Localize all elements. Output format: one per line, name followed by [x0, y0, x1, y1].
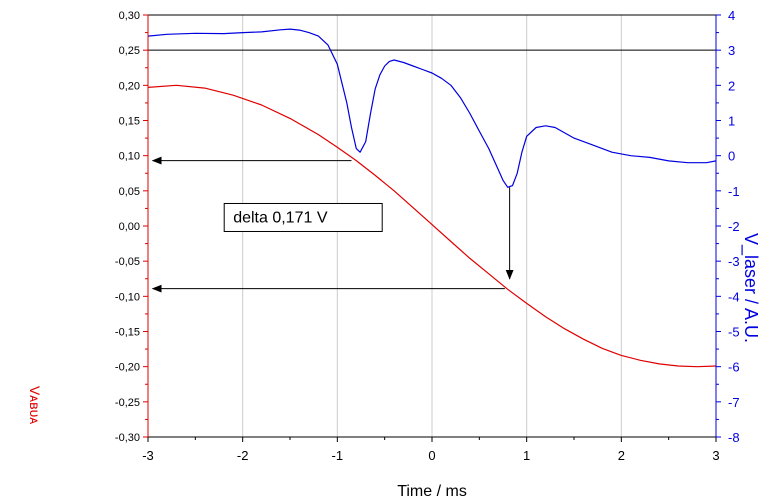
right-y-tick-label: 3: [728, 43, 735, 58]
left-y-tick-label: 0,05: [119, 186, 140, 198]
left-y-tick-label: -0,20: [115, 362, 140, 374]
annotation-group: delta 0,171 V: [223, 202, 383, 232]
right-y-tick-label: -3: [728, 254, 740, 269]
right-y-tick-label: -6: [728, 360, 740, 375]
right-y-tick-label: 1: [728, 114, 735, 129]
left-y-tick-label: 0,10: [119, 151, 140, 163]
x-tick-label: -3: [142, 448, 154, 463]
left-y-tick-label: 0,30: [119, 10, 140, 22]
x-tick-label: 2: [618, 448, 625, 463]
left-y-tick-label: -0,15: [115, 327, 140, 339]
x-axis-label: Time / ms: [397, 483, 467, 500]
right-y-tick-label: 0: [728, 149, 735, 164]
left-y-tick-label: -0,25: [115, 397, 140, 409]
right-y-tick-label: 4: [728, 8, 735, 23]
arrow-group: [151, 156, 514, 293]
left-y-tick-label: 0,20: [119, 80, 140, 92]
left-y-tick-label: 0,25: [119, 45, 140, 57]
series-line-voltage: [147, 84, 717, 368]
left-y-tick-label: -0,10: [115, 291, 140, 303]
right-y-tick-label: -2: [728, 219, 740, 234]
x-tick-label: 0: [428, 448, 435, 463]
right-axis-label: V_laser / A.U.: [740, 233, 761, 343]
right-y-tick-label: -8: [728, 430, 740, 445]
grid: [242, 15, 622, 437]
left-y-tick-label: 0,15: [119, 116, 140, 128]
left-y-tick-label: -0,30: [115, 432, 140, 444]
annotation-box: [223, 202, 383, 232]
x-tick-label: 3: [712, 448, 719, 463]
right-y-tick-label: -1: [728, 184, 740, 199]
x-tick-label: -1: [332, 448, 344, 463]
axes: -3 -2 -1 0 1 2 3 0,30 0,25 0,20 0,15 0,10 0,05 0,00 -0…: [115, 8, 740, 463]
left-y-tick-label: 0,00: [119, 221, 140, 233]
series-line-laser: [147, 28, 717, 188]
left-y-tick-label: -0,05: [115, 256, 140, 268]
left-axis-label: Vᴀʙᴜᴀ: [27, 386, 43, 424]
x-tick-label: -2: [237, 448, 249, 463]
annotation-text: delta 0,171 V: [233, 209, 328, 226]
right-y-tick-label: -4: [728, 289, 740, 304]
series-group: [147, 28, 717, 368]
x-tick-label: 1: [523, 448, 530, 463]
right-y-tick-label: -5: [728, 325, 740, 340]
right-y-tick-label: -7: [728, 395, 740, 410]
right-y-tick-label: 2: [728, 78, 735, 93]
